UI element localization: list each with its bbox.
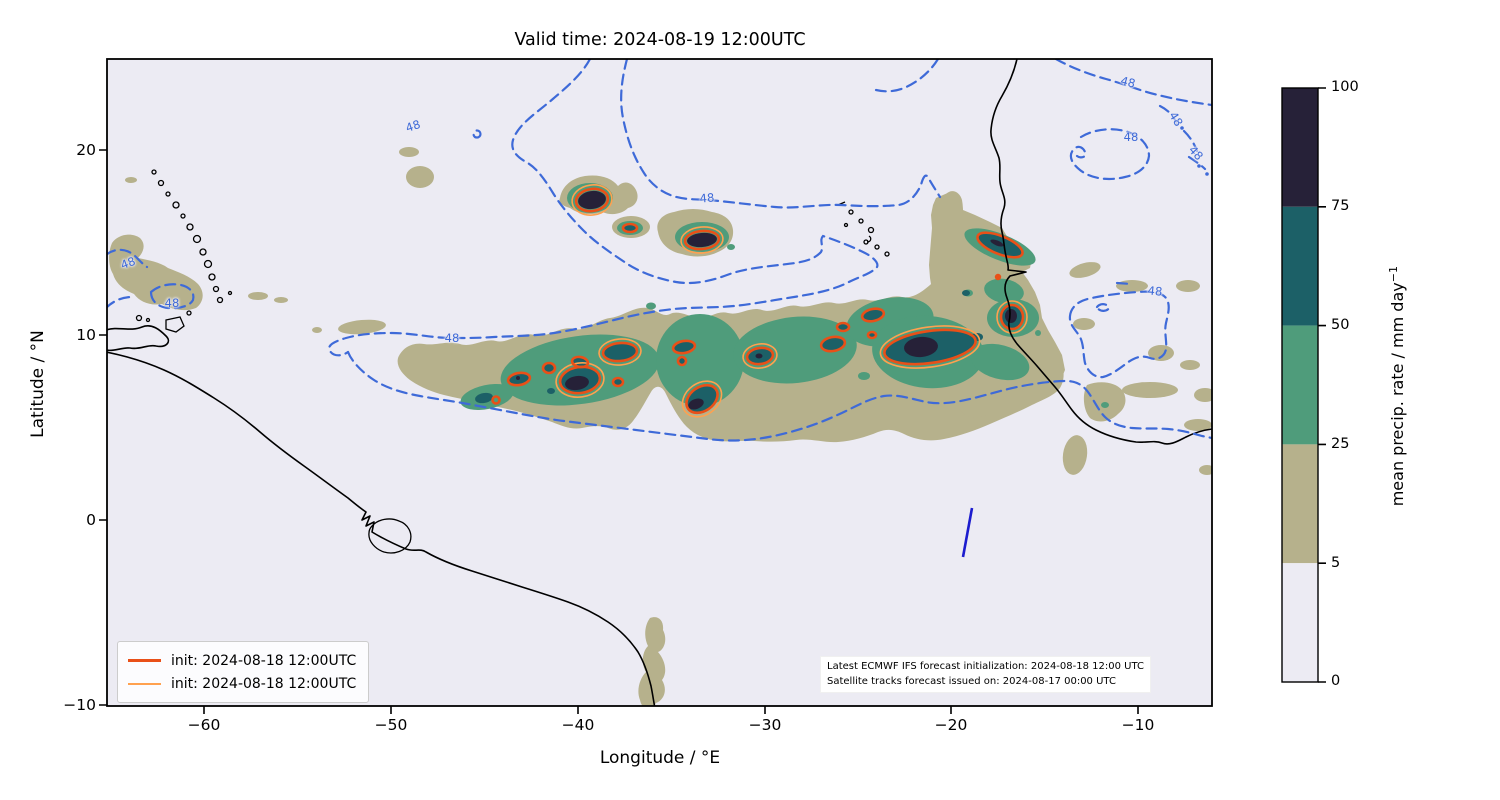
init-contour-dark	[491, 187, 1025, 415]
precip-fill-navy	[516, 190, 1017, 410]
trinidad-island	[165, 316, 185, 333]
contour-label-48: 48	[444, 331, 460, 345]
x-tick-label-5: −10	[1121, 716, 1155, 734]
x-tick-label-2: −40	[561, 716, 595, 734]
y-tick-label-2: 0	[86, 511, 96, 529]
colorbar-tick-label-2: 50	[1331, 317, 1350, 333]
y-tick-label-0: 20	[76, 141, 96, 159]
y-tick-label-3: −10	[63, 696, 96, 714]
south-america-coastline	[107, 351, 656, 706]
colorbar-tick-marks	[1318, 87, 1326, 683]
colorbar	[1281, 87, 1326, 683]
x-tick-label-1: −50	[374, 716, 408, 734]
colorbar-tick-label-4: 5	[1331, 555, 1341, 571]
colorbar-tick-label-3: 25	[1331, 436, 1350, 452]
colorbar-label-text: mean precip. rate / mm day	[1388, 282, 1408, 507]
plot-title: Valid time: 2024-08-19 12:00UTC	[514, 30, 806, 50]
satellite-track	[961, 507, 974, 558]
colorbar-tick-label-5: 0	[1331, 673, 1341, 689]
contour-label-48: 48	[699, 190, 715, 206]
venezuela-coastline	[107, 325, 170, 352]
colorbar-tick-label-1: 75	[1331, 198, 1350, 214]
y-axis-label: Latitude / °N	[28, 330, 48, 438]
colorbar-label: mean precip. rate / mm day−1	[1387, 261, 1407, 511]
legend-line-sample-light-orange	[128, 682, 161, 685]
x-axis-label: Longitude / °E	[599, 748, 721, 768]
legend: init: 2024-08-18 12:00UTC init: 2024-08-…	[117, 641, 370, 703]
x-tick-label-0: −60	[187, 716, 221, 734]
x-tick-label-4: −20	[934, 716, 968, 734]
legend-entry-0: init: 2024-08-18 12:00UTC	[128, 649, 356, 672]
legend-line-sample-dark-orange	[128, 659, 161, 662]
colorbar-tick-label-0: 100	[1331, 79, 1359, 95]
info-line-ecmwf: Latest ECMWF IFS forecast initialization…	[827, 661, 1144, 672]
contour-label-48: 48	[1123, 130, 1139, 144]
lesser-antilles-islands	[151, 169, 233, 304]
legend-entry-label: init: 2024-08-18 12:00UTC	[171, 652, 357, 669]
contour-label-48: 48	[164, 296, 180, 310]
plot-border	[106, 58, 1213, 707]
x-tick-label-3: −30	[748, 716, 782, 734]
cape-verde-islands	[837, 201, 890, 257]
info-line-satellite: Satellite tracks forecast issued on: 202…	[827, 675, 1116, 687]
coastlines	[107, 59, 1212, 706]
contour-label-48: 48	[1146, 283, 1164, 299]
forecast-info-box: Latest ECMWF IFS forecast initialization…	[820, 656, 1151, 693]
y-tick-label-1: 10	[76, 326, 96, 344]
legend-entry-label: init: 2024-08-18 12:00UTC	[171, 675, 357, 692]
init-contour-light	[555, 184, 1028, 418]
axis-tick-marks	[99, 149, 1139, 714]
legend-entry-1: init: 2024-08-18 12:00UTC	[128, 672, 356, 695]
marajo-island	[368, 518, 412, 554]
africa-coastline	[990, 59, 1212, 445]
colorbar-label-exponent: −1	[1386, 266, 1400, 283]
tpw-48-contours	[107, 59, 1212, 442]
